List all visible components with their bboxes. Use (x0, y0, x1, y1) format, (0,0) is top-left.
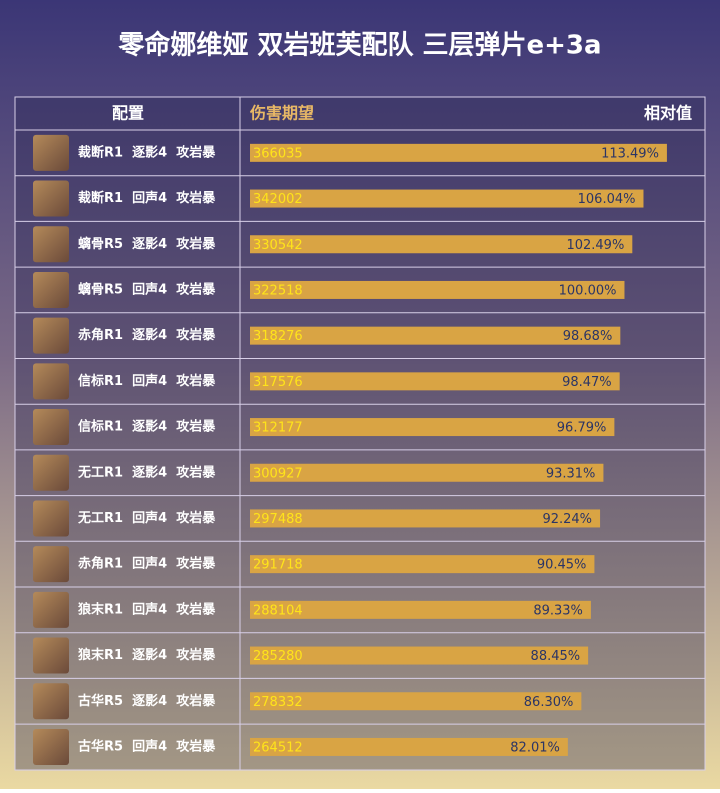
damage-label: 366035 (253, 146, 303, 161)
damage-label: 297488 (253, 512, 303, 527)
percent-label: 96.79% (557, 421, 607, 436)
category-label: 赤角R1 回声4 攻岩暴 (78, 556, 216, 572)
damage-label: 285280 (253, 649, 303, 664)
bar (250, 235, 633, 254)
bar (250, 418, 615, 437)
category-label: 螭骨R5 回声4 攻岩暴 (78, 281, 216, 297)
weapon-icon (33, 226, 69, 263)
percent-label: 92.24% (542, 512, 592, 527)
bar (250, 372, 620, 391)
bar (250, 463, 604, 482)
weapon-icon (33, 180, 69, 217)
bar (250, 326, 621, 345)
column-header: 相对值 (644, 104, 692, 123)
weapon-icon (33, 683, 69, 720)
bar (250, 280, 625, 299)
weapon-icon (33, 134, 69, 171)
category-label: 狼末R1 逐影4 攻岩暴 (77, 647, 216, 663)
damage-label: 312177 (253, 421, 303, 436)
bar (250, 646, 589, 665)
weapon-icon (33, 637, 69, 674)
weapon-icon (33, 591, 69, 628)
percent-label: 102.49% (566, 238, 624, 253)
percent-label: 113.49% (601, 146, 659, 161)
damage-label: 317576 (253, 375, 303, 390)
weapon-icon (33, 500, 69, 537)
column-header: 配置 (112, 104, 144, 123)
percent-label: 90.45% (537, 558, 587, 573)
bar (250, 509, 601, 528)
category-label: 信标R1 回声4 攻岩暴 (78, 373, 216, 389)
category-label: 无工R1 回声4 攻岩暴 (77, 510, 216, 526)
category-label: 信标R1 逐影4 攻岩暴 (78, 419, 216, 435)
damage-label: 300927 (253, 466, 303, 481)
weapon-icon (33, 728, 69, 765)
percent-label: 93.31% (546, 466, 596, 481)
category-label: 古华R5 逐影4 攻岩暴 (78, 693, 216, 709)
percent-label: 86.30% (524, 695, 574, 710)
bar (250, 143, 667, 162)
bar (250, 600, 591, 619)
damage-label: 291718 (253, 558, 303, 573)
column-header: 伤害期望 (249, 104, 314, 123)
bar (250, 737, 568, 756)
damage-label: 342002 (253, 192, 303, 207)
category-label: 古华R5 回声4 攻岩暴 (78, 738, 216, 754)
category-label: 无工R1 逐影4 攻岩暴 (77, 464, 216, 480)
damage-label: 264512 (253, 740, 303, 755)
damage-label: 318276 (253, 329, 303, 344)
weapon-icon (33, 546, 69, 583)
damage-label: 288104 (253, 603, 303, 618)
damage-label: 330542 (253, 238, 303, 253)
weapon-icon (33, 409, 69, 446)
weapon-icon (33, 317, 69, 354)
weapon-icon (33, 363, 69, 400)
bar (250, 692, 582, 711)
percent-label: 98.68% (563, 329, 613, 344)
category-label: 螭骨R5 逐影4 攻岩暴 (78, 236, 216, 252)
damage-label: 278332 (253, 695, 303, 710)
weapon-icon (33, 454, 69, 491)
weapon-icon (33, 271, 69, 308)
percent-label: 98.47% (562, 375, 612, 390)
chart-title: 零命娜维娅 双岩班芙配队 三层弹片e+3a (118, 30, 601, 61)
bar (250, 189, 644, 208)
percent-label: 82.01% (510, 740, 560, 755)
category-label: 赤角R1 逐影4 攻岩暴 (78, 327, 216, 343)
percent-label: 106.04% (578, 192, 636, 207)
percent-label: 100.00% (559, 283, 617, 298)
percent-label: 88.45% (531, 649, 581, 664)
percent-label: 89.33% (533, 603, 583, 618)
bar (250, 555, 595, 574)
category-label: 裁断R1 逐影4 攻岩暴 (78, 144, 216, 160)
damage-label: 322518 (253, 283, 303, 298)
category-label: 裁断R1 回声4 攻岩暴 (78, 190, 216, 206)
category-label: 狼末R1 回声4 攻岩暴 (77, 601, 216, 617)
